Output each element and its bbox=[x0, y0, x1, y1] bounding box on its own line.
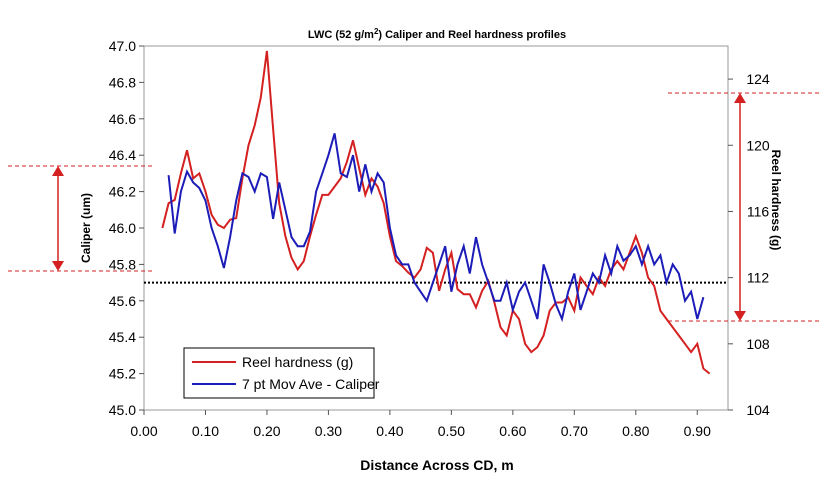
left-tick-label: 45.2 bbox=[109, 366, 136, 382]
right-tick-label: 116 bbox=[747, 203, 770, 219]
right-tick-label: 104 bbox=[746, 402, 770, 418]
x-tick-label: 0.10 bbox=[192, 423, 219, 439]
right-tick-label: 124 bbox=[746, 71, 770, 87]
left-tick-label: 46.4 bbox=[109, 147, 136, 163]
x-axis-title: Distance Across CD, m bbox=[360, 457, 514, 473]
caliper-range-annotation bbox=[8, 165, 154, 272]
chart-title-superscript: 2 bbox=[374, 27, 379, 36]
x-tick-label: 0.80 bbox=[622, 423, 649, 439]
left-tick-label: 45.0 bbox=[109, 402, 136, 418]
right-tick-label: 120 bbox=[746, 137, 770, 153]
left-tick-label: 47.0 bbox=[109, 38, 136, 54]
left-tick-label: 45.6 bbox=[109, 293, 136, 309]
reel-hardness-range-annotation bbox=[668, 92, 822, 322]
x-tick-label: 0.60 bbox=[499, 423, 526, 439]
x-tick-label: 0.40 bbox=[376, 423, 403, 439]
x-tick-label: 0.30 bbox=[315, 423, 342, 439]
x-tick-label: 0.20 bbox=[253, 423, 280, 439]
right-axis-ticks: 104 108 112 116 120 124 bbox=[728, 71, 770, 418]
left-tick-label: 46.2 bbox=[109, 184, 136, 200]
left-tick-label: 45.4 bbox=[109, 329, 136, 345]
left-tick-label: 46.0 bbox=[109, 220, 136, 236]
chart-title-part-2: ) Caliper and Reel hardness profiles bbox=[378, 29, 566, 41]
x-tick-label: 0.00 bbox=[130, 423, 157, 439]
right-tick-label: 108 bbox=[746, 336, 770, 352]
x-tick-label: 0.90 bbox=[684, 423, 711, 439]
y-axis-right-title: Reel hardness (g) bbox=[769, 150, 783, 251]
left-tick-label: 46.6 bbox=[109, 111, 136, 127]
chart-title-part-1: LWC (52 g/m bbox=[308, 29, 374, 41]
chart-title: LWC (52 g/m2) Caliper and Reel hardness … bbox=[308, 27, 566, 41]
left-axis-ticks: 45.0 45.2 45.4 45.6 45.8 46.0 46.2 46.4 46.6 46.8… bbox=[109, 38, 144, 418]
left-tick-label: 46.8 bbox=[109, 74, 136, 90]
x-axis-ticks: 0.00 0.10 0.20 0.30 0.40 0.50 0.60 0.70 0.80 0.90 bbox=[130, 410, 711, 439]
caliper-moving-average-line bbox=[167, 133, 705, 323]
x-tick-label: 0.70 bbox=[561, 423, 588, 439]
legend-reel-label: Reel hardness (g) bbox=[242, 354, 353, 370]
reel-hardness-line bbox=[161, 50, 711, 375]
legend: Reel hardness (g) 7 pt Mov Ave - Caliper bbox=[183, 347, 380, 399]
right-tick-label: 112 bbox=[747, 270, 770, 286]
left-tick-label: 45.8 bbox=[109, 256, 136, 272]
y-axis-left-title: Caliper (um) bbox=[79, 193, 93, 263]
legend-box bbox=[183, 347, 375, 399]
legend-caliper-label: 7 pt Mov Ave - Caliper bbox=[242, 376, 380, 392]
x-tick-label: 0.50 bbox=[438, 423, 465, 439]
